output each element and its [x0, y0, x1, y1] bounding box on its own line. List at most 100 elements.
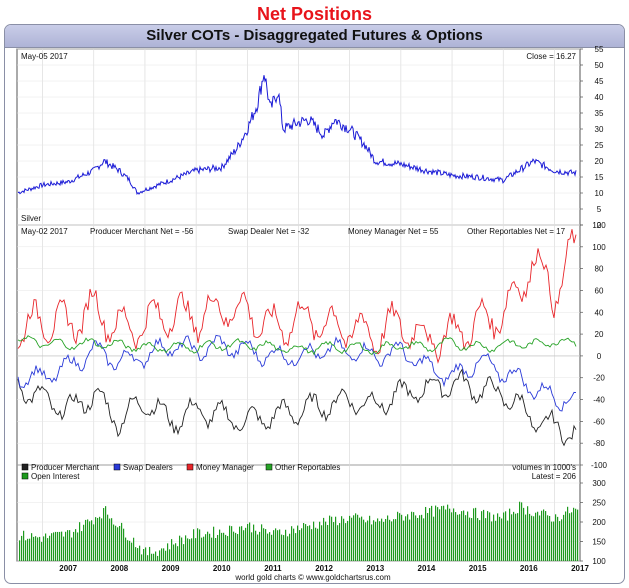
oi-bar [351, 517, 353, 561]
oi-bar [469, 517, 471, 561]
other-net-label: Other Reportables Net = 17 [467, 227, 566, 236]
oi-bar [57, 531, 59, 561]
oi-bar [163, 548, 165, 561]
oi-bar [505, 511, 507, 561]
credit-text: world gold charts © www.goldchartsrus.co… [234, 573, 391, 582]
oi-bar [363, 519, 365, 561]
oi-bar [437, 507, 439, 561]
oi-bar [389, 519, 391, 561]
oi-bar [85, 519, 87, 561]
oi-bar [337, 525, 339, 561]
positions-y-tick-label: 80 [595, 265, 604, 274]
oi-bar [319, 521, 321, 561]
oi-bar [441, 506, 443, 561]
swap-net-label: Swap Dealer Net = -32 [228, 227, 310, 236]
oi-bar [259, 531, 261, 561]
oi-bar [409, 519, 411, 561]
oi-bar [303, 523, 305, 561]
oi-bar [203, 536, 205, 561]
positions-y-tick-label: -80 [593, 439, 605, 448]
oi-bar [429, 508, 431, 561]
x-tick-label: 2007 [59, 564, 77, 573]
oi-bar [19, 540, 21, 561]
oi-bar [307, 526, 309, 561]
oi-bar [101, 518, 103, 561]
oi-bar [115, 525, 117, 561]
oi-bar [413, 512, 415, 561]
oi-y-tick-label: 250 [592, 499, 606, 508]
oi-bar [71, 537, 73, 561]
legend-producer: Producer Merchant [31, 463, 100, 472]
oi-bar [217, 534, 219, 561]
oi-bar [475, 507, 477, 561]
oi-bar [483, 509, 485, 561]
oi-bar [47, 538, 49, 561]
oi-bar [39, 536, 41, 561]
oi-bar [265, 529, 267, 561]
chart-canvas: 2007 2008 2009 2010 2011 2012 2013 2014 2015 2016… [16, 45, 608, 582]
oi-bar [261, 524, 263, 561]
oi-bar [459, 514, 461, 561]
oi-bar [99, 516, 101, 561]
price-y-tick-label: 50 [595, 61, 604, 70]
oi-bar [529, 513, 531, 561]
oi-bar [465, 515, 467, 561]
oi-bar [575, 508, 577, 561]
legend-oi: Open Interest [31, 472, 80, 481]
oi-bar [487, 511, 489, 561]
oi-bar [227, 536, 229, 561]
oi-bar [549, 515, 551, 561]
oi-bar [545, 511, 547, 561]
oi-bar [327, 524, 329, 561]
oi-bar [67, 530, 69, 561]
oi-bar [157, 555, 159, 561]
oi-bar [215, 538, 217, 561]
oi-bar [247, 524, 249, 561]
oi-bar [139, 545, 141, 561]
legend-other: Other Reportables [275, 463, 340, 472]
positions-y-tick-label: -100 [591, 461, 608, 470]
positions-y-tick-label: 120 [592, 221, 606, 230]
oi-bar [461, 511, 463, 561]
oi-bar [339, 523, 341, 561]
positions-y-tick-label: 20 [595, 330, 604, 339]
oi-bar [25, 540, 27, 561]
oi-bar [359, 517, 361, 561]
oi-bar [21, 535, 23, 561]
oi-bar [331, 516, 333, 561]
oi-bar [165, 550, 167, 561]
oi-bar [37, 537, 39, 561]
oi-bar [467, 511, 469, 561]
oi-bar [169, 549, 171, 561]
oi-bar [113, 524, 115, 561]
positions-y-tick-label: 0 [597, 352, 602, 361]
oi-bar [367, 520, 369, 561]
oi-bar [561, 519, 563, 561]
oi-bar [205, 534, 207, 561]
oi-bar [341, 516, 343, 561]
oi-bar [117, 527, 119, 561]
oi-bar [151, 553, 153, 561]
oi-bar [191, 538, 193, 561]
oi-bar [177, 546, 179, 561]
oi-bar [577, 509, 579, 561]
oi-bar [143, 548, 145, 561]
oi-bar [541, 510, 543, 561]
oi-bar [557, 516, 559, 561]
oi-bar [51, 533, 53, 561]
oi-bar [405, 516, 407, 561]
x-tick-label: 2009 [162, 564, 180, 573]
producer-merchant-line [17, 368, 577, 447]
price-y-tick-label: 0 [597, 221, 602, 230]
oi-bar [229, 525, 231, 561]
oi-bar [401, 514, 403, 561]
oi-bar [433, 516, 435, 561]
oi-bar [137, 548, 139, 561]
oi-bar [267, 533, 269, 561]
oi-bar [125, 537, 127, 561]
oi-bar [87, 519, 89, 561]
oi-bar [119, 525, 121, 561]
oi-bar [335, 516, 337, 561]
oi-bar [435, 505, 437, 561]
oi-bar [453, 508, 455, 561]
